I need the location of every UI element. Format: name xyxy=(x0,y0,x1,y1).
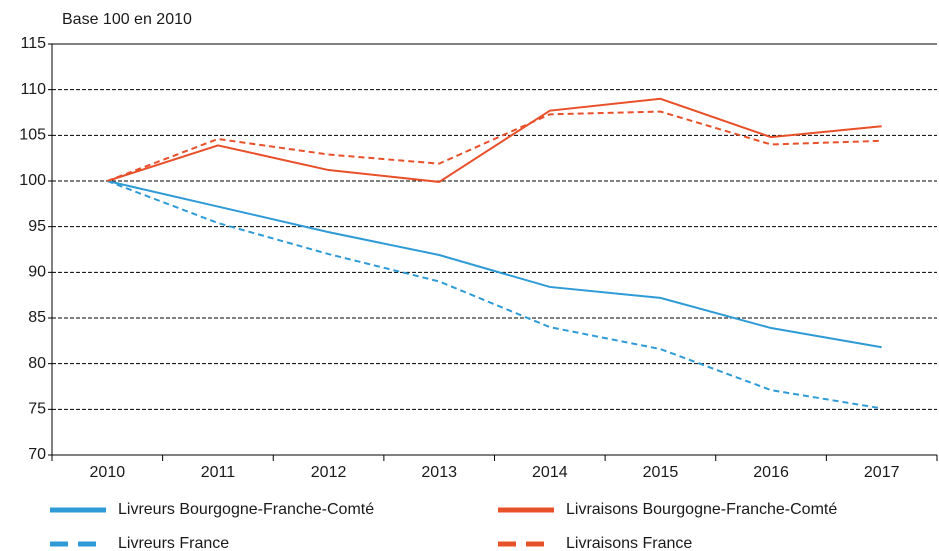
y-tick-label: 80 xyxy=(28,355,46,372)
x-tick-label: 2016 xyxy=(753,464,789,481)
x-tick-label: 2014 xyxy=(532,464,568,481)
legend-label: Livreurs France xyxy=(118,535,229,551)
y-tick-label: 115 xyxy=(20,35,46,52)
x-tick-label: 2010 xyxy=(90,464,126,481)
series-line xyxy=(107,180,882,349)
x-tick-label: 2012 xyxy=(311,464,347,481)
y-tick-label: 70 xyxy=(28,446,46,463)
y-tick-label: 110 xyxy=(20,81,46,98)
y-tick-label: 85 xyxy=(28,309,46,326)
y-tick-label: 95 xyxy=(28,218,46,235)
y-tick-label: 100 xyxy=(19,172,46,189)
y-tick-label: 90 xyxy=(28,264,46,281)
x-tick-label: 2017 xyxy=(864,464,900,481)
x-tick-label: 2011 xyxy=(201,464,236,481)
legend-label: Livraisons France xyxy=(566,535,692,551)
series-line xyxy=(107,97,882,183)
y-axis-label: Base 100 en 2010 xyxy=(62,11,192,28)
legend-label: Livraisons Bourgogne-Franche-Comté xyxy=(566,501,837,518)
y-tick-label: 105 xyxy=(19,127,46,144)
series-line xyxy=(106,180,882,410)
x-tick-label: 2013 xyxy=(421,464,457,481)
series-line xyxy=(106,110,882,182)
x-tick-label: 2015 xyxy=(643,464,679,481)
legend-label: Livreurs Bourgogne-Franche-Comté xyxy=(118,501,374,518)
y-tick-label: 75 xyxy=(28,401,46,418)
